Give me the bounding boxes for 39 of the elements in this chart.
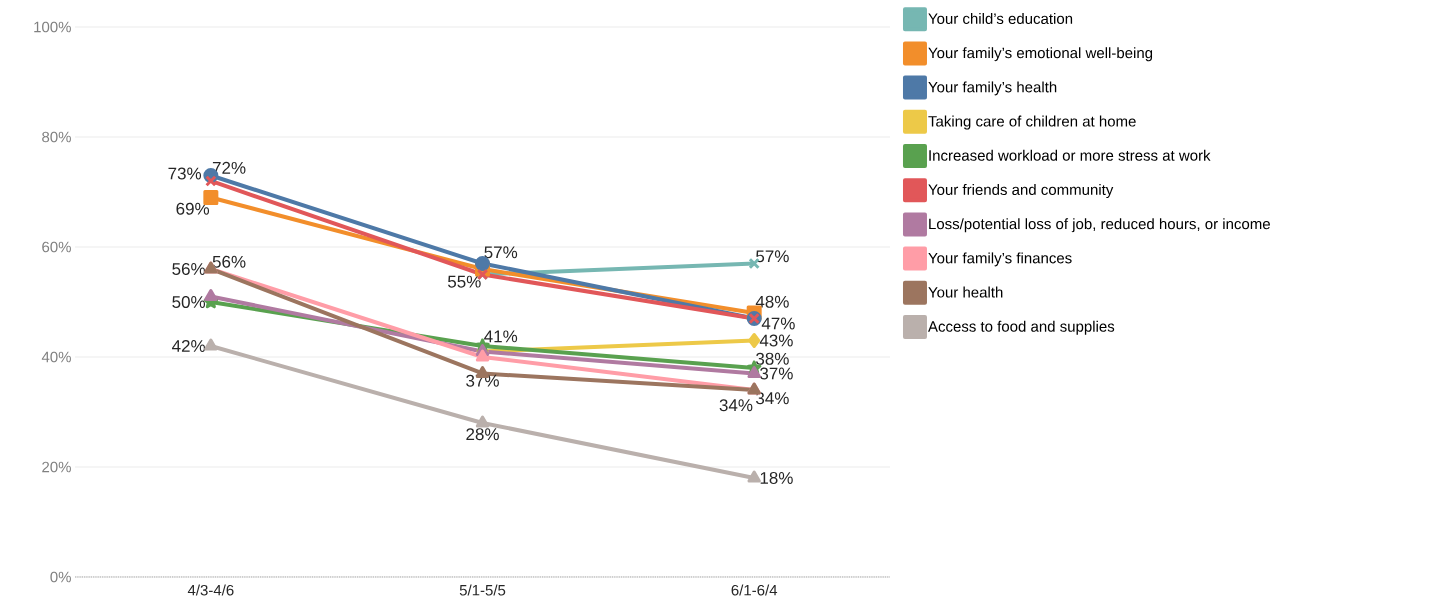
data-label: 38% [756,352,789,365]
y-tick-label: 40% [41,351,71,363]
data-label: 34% [756,392,789,405]
legend-label: Access to food and supplies [928,320,1115,335]
legend-label: Your family’s emotional well-being [928,47,1153,62]
x-tick-label: 4/3-4/6 [187,584,234,596]
y-tick-label: 0% [50,571,71,583]
data-label: 37% [760,367,793,380]
legend-label: Your child’s education [928,12,1073,25]
data-label: 56% [212,255,246,268]
legend-label: Loss/potential loss of job, reduced hours, or income [929,218,1270,233]
data-label: 41% [484,330,518,343]
data-label: 72% [212,161,246,174]
data-label: 34% [719,399,753,412]
x-tick-label: 5/1-5/5 [459,584,506,596]
data-label: 48% [755,295,789,308]
data-label: 18% [760,471,793,485]
legend-label: Your family’s finances [928,252,1072,267]
legend-label: Your friends and community [928,183,1114,198]
y-tick-label: 20% [42,461,71,473]
data-label: 56% [172,262,206,276]
data-label: 42% [172,339,206,352]
legend-label: Increased workload or more stress at work [929,149,1211,161]
legend-label: Taking care of children at home [928,115,1136,130]
legend-label: Your health [928,286,1003,298]
data-label: 28% [466,428,499,441]
data-label: 73% [168,167,202,180]
data-label: 69% [176,202,210,215]
data-label: 50% [172,295,206,309]
data-label: 57% [756,250,789,263]
data-label: 47% [761,317,795,330]
data-label: 55% [447,275,481,288]
legend-label: Your family’s health [928,81,1057,96]
y-tick-label: 100% [34,21,71,33]
data-label: 43% [759,334,793,347]
y-tick-label: 80% [42,131,71,143]
data-label: 57% [484,246,518,259]
x-tick-label: 6/1-6/4 [731,584,778,596]
y-tick-label: 60% [42,241,71,253]
